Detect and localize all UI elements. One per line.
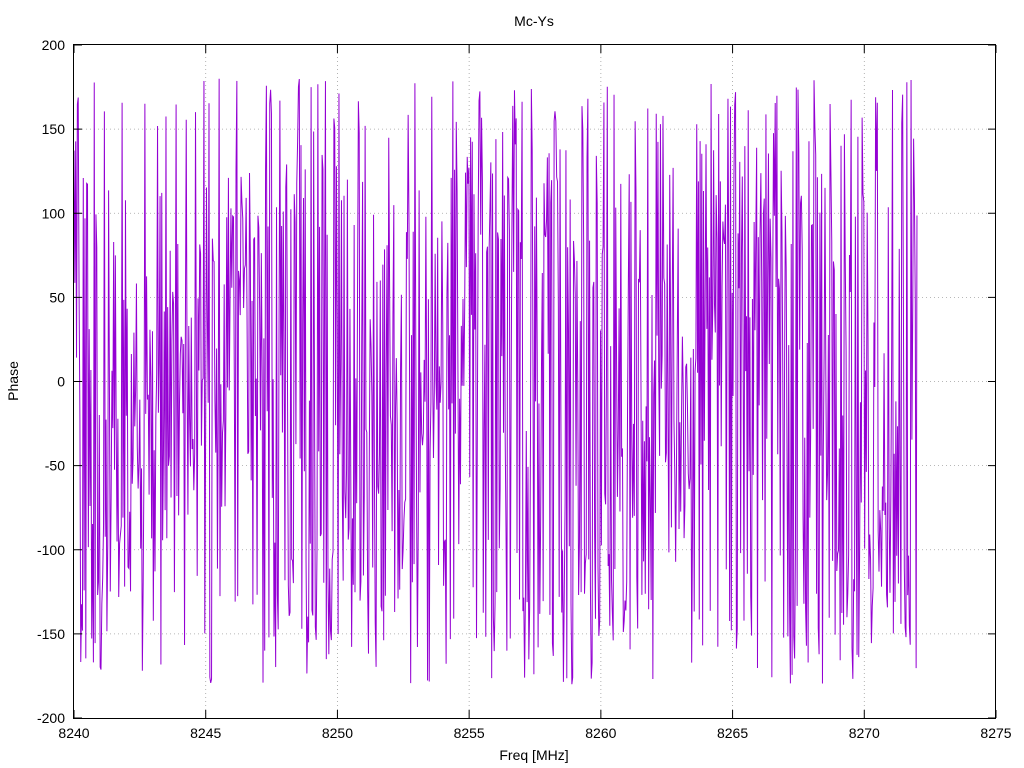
x-tick-label: 8245	[190, 725, 221, 741]
y-tick-label: 200	[42, 37, 66, 53]
y-tick-label: -200	[37, 710, 65, 726]
y-tick-label: 150	[42, 121, 66, 137]
y-tick-label: -50	[45, 458, 65, 474]
phase-series-line	[73, 78, 918, 685]
plot-area	[73, 78, 918, 685]
x-tick-label: 8250	[322, 725, 353, 741]
y-tick-label: 100	[42, 205, 66, 221]
chart-title: Mc-Ys	[514, 13, 554, 29]
x-tick-label: 8265	[717, 725, 748, 741]
x-tick-label: 8270	[849, 725, 880, 741]
x-tick-label: 8275	[980, 725, 1011, 741]
x-tick-label: 8255	[454, 725, 485, 741]
y-tick-label: -150	[37, 626, 65, 642]
x-tick-label: 8240	[58, 725, 89, 741]
y-tick-label: 50	[49, 289, 65, 305]
axis-ticks: -200 -150 -100 -50 0 50 100 150 200 8240 8245 8250 8…	[37, 37, 1012, 741]
y-tick-label: 0	[57, 374, 65, 390]
x-axis-label: Freq [MHz]	[499, 747, 568, 763]
x-tick-label: 8260	[585, 725, 616, 741]
y-tick-label: -100	[37, 542, 65, 558]
y-axis-label: Phase	[5, 361, 21, 401]
